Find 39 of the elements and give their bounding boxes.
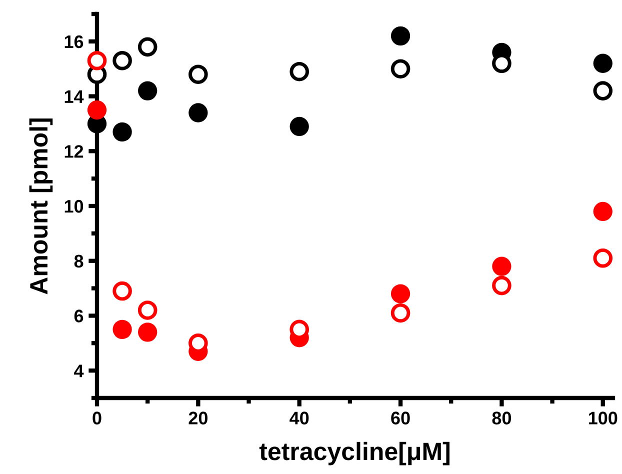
point: [390, 303, 410, 323]
y-tick-label: 4: [74, 364, 84, 378]
point: [593, 54, 612, 73]
point: [87, 100, 107, 120]
point: [390, 26, 410, 46]
point: [138, 300, 158, 320]
y-tick-label: 6: [74, 310, 84, 322]
point: [390, 284, 410, 304]
point: [188, 103, 208, 122]
point: [138, 322, 158, 342]
point: [188, 64, 208, 84]
point: [390, 59, 410, 79]
x-tick-label: 60: [391, 412, 410, 424]
y-tick-label: 16: [64, 35, 84, 48]
x-tick-label: 40: [290, 412, 309, 424]
point: [138, 37, 158, 57]
y-tick-label: 8: [74, 254, 84, 268]
y-tick-label: 10: [64, 200, 84, 213]
point: [112, 122, 132, 142]
point: [112, 50, 132, 70]
x-tick-label: 100: [588, 412, 618, 424]
y-tick-label: 12: [64, 145, 84, 158]
point: [593, 248, 613, 268]
x-tick-label: 80: [492, 412, 512, 424]
x-tick-label: 20: [188, 412, 208, 424]
x-axis-title: tetracycline[μM]: [259, 442, 450, 466]
point: [492, 276, 512, 296]
point: [593, 81, 613, 100]
point: [492, 256, 512, 276]
point: [593, 202, 612, 222]
point: [87, 50, 107, 70]
point: [112, 320, 132, 339]
x-tick-label: 0: [92, 412, 102, 424]
point: [290, 116, 309, 136]
point: [112, 281, 132, 301]
point: [138, 81, 158, 100]
point: [290, 62, 310, 82]
y-axis-title: Amount [pmol]: [29, 118, 53, 294]
y-tick-label: 14: [64, 90, 84, 103]
